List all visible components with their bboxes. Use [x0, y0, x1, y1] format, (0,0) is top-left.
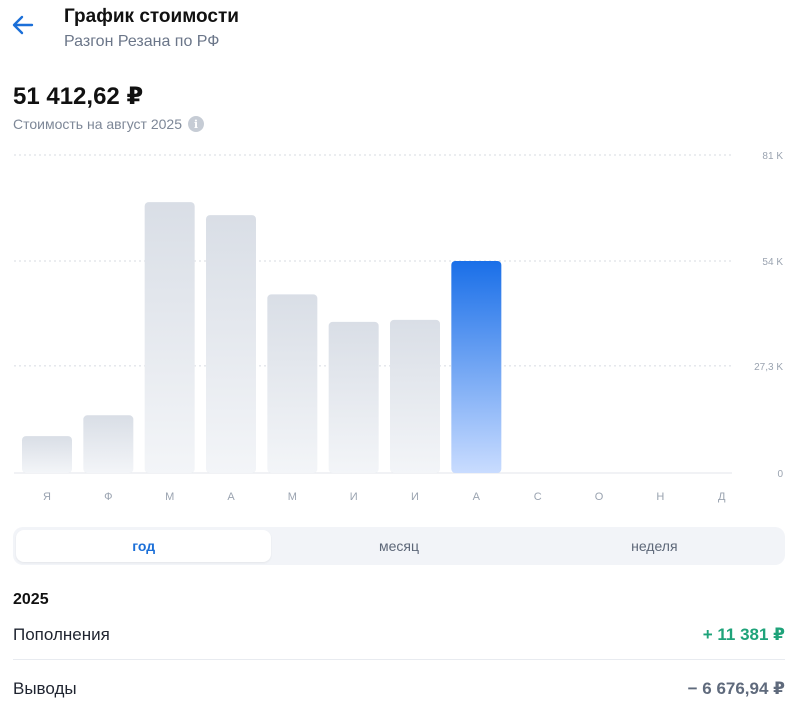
y-tick-label: 81 K: [762, 151, 783, 162]
chart-bar[interactable]: [83, 415, 134, 473]
y-tick-label: 27,3 K: [754, 362, 783, 373]
x-tick-label: О: [595, 491, 604, 503]
x-tick-label: А: [227, 491, 235, 503]
deposits-value: + 11 381 ₽: [702, 624, 785, 644]
chart-bar[interactable]: [22, 436, 72, 473]
y-tick-label: 0: [777, 469, 783, 480]
x-tick-label: Д: [718, 491, 726, 503]
withdrawals-row: Выводы − 6 676,94 ₽: [13, 664, 785, 714]
x-tick-label: И: [411, 491, 419, 503]
x-tick-label: С: [534, 491, 542, 503]
withdrawals-label: Выводы: [13, 679, 77, 698]
chart-bar[interactable]: [206, 215, 256, 474]
portfolio-value: 51 412,62 ₽: [13, 83, 144, 110]
arrow-left-icon[interactable]: [8, 10, 38, 40]
chart-bar[interactable]: [451, 261, 502, 473]
chart-bar[interactable]: [390, 319, 440, 473]
x-tick-label: Н: [656, 491, 664, 503]
value-chart: 0 27,3 K 54 K 81 K Я Ф М А М И И А С О Н Д: [0, 140, 800, 515]
value-caption: Стоимость на август 2025 i: [13, 116, 205, 132]
x-tick-label: И: [350, 491, 358, 503]
period-switcher: год месяц неделя: [13, 527, 785, 565]
tab-year[interactable]: год: [16, 530, 272, 562]
page-title: График стоимости: [64, 6, 239, 27]
deposits-row: Пополнения + 11 381 ₽: [13, 610, 785, 660]
x-tick-label: Я: [43, 491, 51, 503]
tab-month[interactable]: месяц: [378, 538, 419, 554]
value-caption-text: Стоимость на август 2025: [13, 116, 183, 132]
withdrawals-value: − 6 676,94 ₽: [687, 679, 785, 698]
chart-bar[interactable]: [144, 202, 195, 473]
x-tick-label: Ф: [104, 491, 112, 503]
info-icon[interactable]: i: [188, 116, 205, 132]
x-tick-label: М: [288, 491, 297, 503]
header: График стоимости Разгон Резана по РФ: [0, 0, 800, 60]
chart-bar[interactable]: [267, 294, 318, 473]
x-tick-label: А: [473, 491, 481, 503]
chart-bar[interactable]: [328, 321, 379, 473]
year-label: 2025: [13, 591, 49, 608]
deposits-label: Пополнения: [13, 624, 110, 644]
tab-week[interactable]: неделя: [631, 538, 678, 554]
x-tick-label: М: [165, 491, 174, 503]
page-subtitle: Разгон Резана по РФ: [64, 33, 220, 50]
y-tick-label: 54 K: [762, 257, 783, 268]
bar-chart: 0 27,3 K 54 K 81 K Я Ф М А М И И А С О Н Д: [14, 151, 783, 503]
